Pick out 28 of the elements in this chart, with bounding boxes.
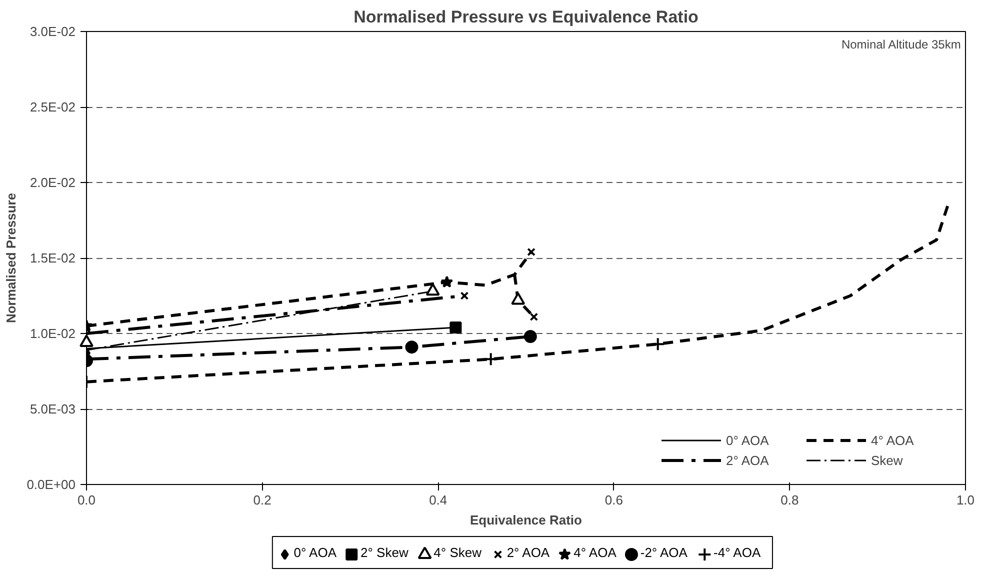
y-tick-label: 3.0E-02 bbox=[30, 24, 76, 39]
y-tick-label: 2.0E-02 bbox=[30, 175, 76, 190]
legend-label: 4° AOA bbox=[871, 432, 915, 448]
x-tick-label: 0.2 bbox=[253, 492, 272, 508]
legend-label: 4° AOA bbox=[574, 545, 617, 560]
x-tick-label: 0.0 bbox=[77, 492, 96, 508]
legend-label: Skew bbox=[871, 452, 904, 468]
x-tick-label: 1.0 bbox=[956, 492, 975, 508]
legend-label: 0° AOA bbox=[726, 432, 770, 448]
legend-label: 2° AOA bbox=[726, 452, 770, 468]
legend-label: 2° Skew bbox=[360, 545, 409, 560]
y-tick-label: 2.5E-02 bbox=[30, 100, 76, 114]
x-tick-label: 0.8 bbox=[780, 492, 799, 508]
legend-label: 2° AOA bbox=[506, 545, 550, 560]
y-tick-label: 0.0E+00 bbox=[26, 477, 76, 492]
legend-label: 4° Skew bbox=[434, 545, 482, 560]
y-tick-label: 5.0E-03 bbox=[30, 402, 76, 416]
chart-title: Normalised Pressure vs Equivalence Ratio bbox=[354, 8, 698, 26]
x-axis-title: Equivalence Ratio bbox=[470, 512, 582, 528]
y-tick-label: 1.0E-02 bbox=[30, 326, 76, 341]
x-tick-label: 0.4 bbox=[429, 492, 448, 508]
legend-label: 0° AOA bbox=[294, 545, 337, 560]
y-axis-title: Normalised Pressure bbox=[4, 192, 19, 324]
y-tick-label: 1.5E-02 bbox=[30, 250, 76, 266]
annotation: Nominal Altitude 35km bbox=[841, 38, 961, 52]
x-tick-label: 0.6 bbox=[604, 492, 623, 508]
legend-label: -4° AOA bbox=[714, 545, 761, 560]
legend-label: -2° AOA bbox=[640, 545, 688, 560]
